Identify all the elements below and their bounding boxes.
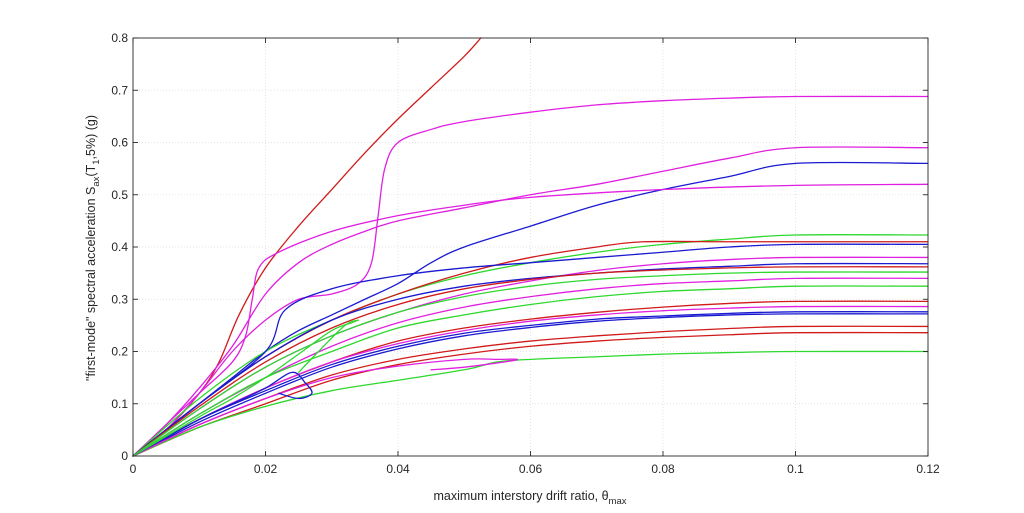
series-line-6 [132,234,929,457]
series-line-18 [132,313,929,457]
series-line-11 [132,266,929,457]
y-axis-title: "first-mode" spectral acceleration Sax(T… [84,115,102,381]
series-line-10 [132,262,929,457]
axes [132,37,929,457]
series-line-20 [132,331,929,457]
y-axis-title-post: ,5%) (g) [84,115,98,159]
x-tick-label: 0.1 [787,462,804,476]
series-line-17 [132,311,929,457]
y-tick-label: 0.1 [111,397,128,411]
y-axis-title-sub1: ax [91,176,102,186]
series-line-23 [132,371,313,457]
y-axis-title-sub2: 1 [91,159,102,164]
series-group [132,37,929,457]
y-tick-label: 0.3 [111,292,128,306]
x-axis-title: maximum interstory drift ratio, θmax [434,489,627,507]
y-tick-label: 0.2 [111,345,128,359]
y-axis-title-mid: (T [84,164,98,176]
y-tick-label: 0 [121,449,128,463]
y-tick-label: 0.4 [111,240,128,254]
x-tick-label: 0.12 [916,462,940,476]
x-tick-label: 0.06 [519,462,543,476]
y-tick-labels: 0 0.1 0.2 0.3 0.4 0.5 0.6 0.7 0.8 [111,31,128,463]
x-tick-labels: 0 0.02 0.04 0.06 0.08 0.1 0.12 [130,462,940,476]
y-tick-label: 0.7 [111,83,128,97]
series-line-5 [132,183,929,457]
y-tick-label: 0.5 [111,188,128,202]
x-axis-title-main: maximum interstory drift ratio, θ [434,489,609,503]
y-tick-label: 0.6 [111,136,128,150]
series-line-22 [132,358,519,457]
series-line-3 [132,146,929,457]
series-line-8 [132,243,929,457]
series-line-21 [132,350,929,457]
series-line-2 [132,95,929,457]
x-tick-label: 0.04 [386,462,410,476]
x-tick-label: 0.02 [254,462,278,476]
series-line-4 [132,161,929,457]
y-tick-label: 0.8 [111,31,128,45]
x-tick-label: 0.08 [651,462,675,476]
y-axis-title-pre: "first-mode" spectral acceleration S [84,187,98,381]
series-line-24 [132,319,360,457]
x-axis-title-subscript: max [609,496,627,507]
series-line-12 [132,271,929,457]
x-tick-label: 0 [130,462,137,476]
